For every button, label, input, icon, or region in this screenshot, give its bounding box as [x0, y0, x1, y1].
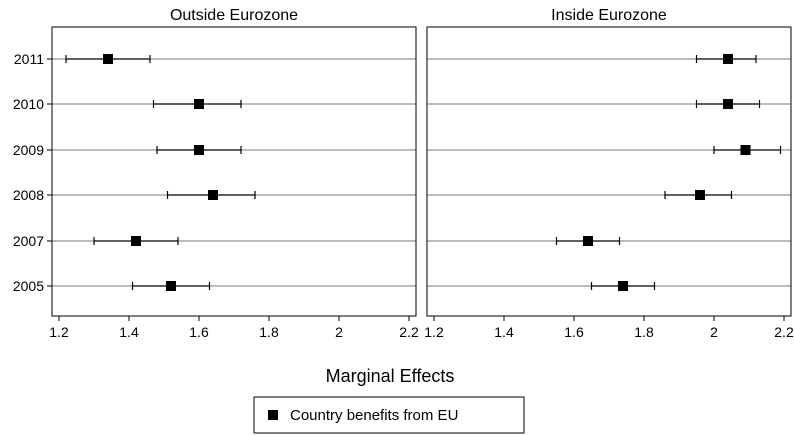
x-tick-label: 1.4 — [494, 324, 514, 340]
x-tick-label: 1.6 — [189, 324, 209, 340]
estimate-marker — [740, 145, 751, 155]
estimate-marker — [723, 99, 733, 109]
panel-frame — [426, 26, 792, 317]
legend-label: Country benefits from EU — [290, 407, 458, 424]
x-tick-label: 2 — [710, 324, 718, 340]
x-tick-label: 2.2 — [774, 324, 794, 340]
x-tick-label: 1.4 — [119, 324, 139, 340]
x-tick-label: 2.2 — [399, 324, 419, 340]
estimate-marker — [194, 145, 204, 155]
estimate-marker — [208, 190, 218, 200]
legend-marker — [268, 410, 278, 420]
y-tick-label: 2010 — [13, 96, 44, 112]
estimate-marker — [103, 54, 113, 64]
estimate-marker — [723, 54, 733, 64]
estimate-marker — [695, 190, 705, 200]
x-tick-label: 1.6 — [564, 324, 584, 340]
y-tick-label: 2008 — [13, 187, 44, 203]
panel-inside: Inside Eurozone 1.2 1.4 1.6 1.8 2 2.2 — [424, 7, 794, 340]
panel-title: Outside Eurozone — [170, 7, 298, 24]
y-tick-label: 2005 — [13, 278, 44, 294]
legend: Country benefits from EU — [253, 396, 525, 434]
x-tick-label: 1.2 — [424, 324, 444, 340]
chart-panels: Outside Eurozone 1.2 1.4 1.6 1.8 2 2.2 2011 2010… — [13, 7, 794, 340]
panel-outside: Outside Eurozone 1.2 1.4 1.6 1.8 2 2.2 2011 2010… — [13, 7, 419, 340]
y-tick-label: 2011 — [14, 51, 44, 67]
estimate-marker — [583, 236, 593, 246]
panel-frame — [51, 26, 417, 317]
x-tick-label: 1.8 — [634, 324, 654, 340]
legend-box — [253, 396, 525, 434]
estimate-marker — [166, 281, 176, 291]
x-tick-label: 1.2 — [49, 324, 69, 340]
estimate-marker — [618, 281, 628, 291]
y-tick-label: 2009 — [13, 142, 44, 158]
x-tick-label: 1.8 — [259, 324, 279, 340]
estimate-marker — [131, 236, 141, 246]
x-tick-label: 2 — [335, 324, 343, 340]
estimate-marker — [194, 99, 204, 109]
y-tick-label: 2007 — [13, 233, 44, 249]
panel-title: Inside Eurozone — [551, 7, 667, 24]
x-axis-label: Marginal Effects — [326, 366, 455, 386]
